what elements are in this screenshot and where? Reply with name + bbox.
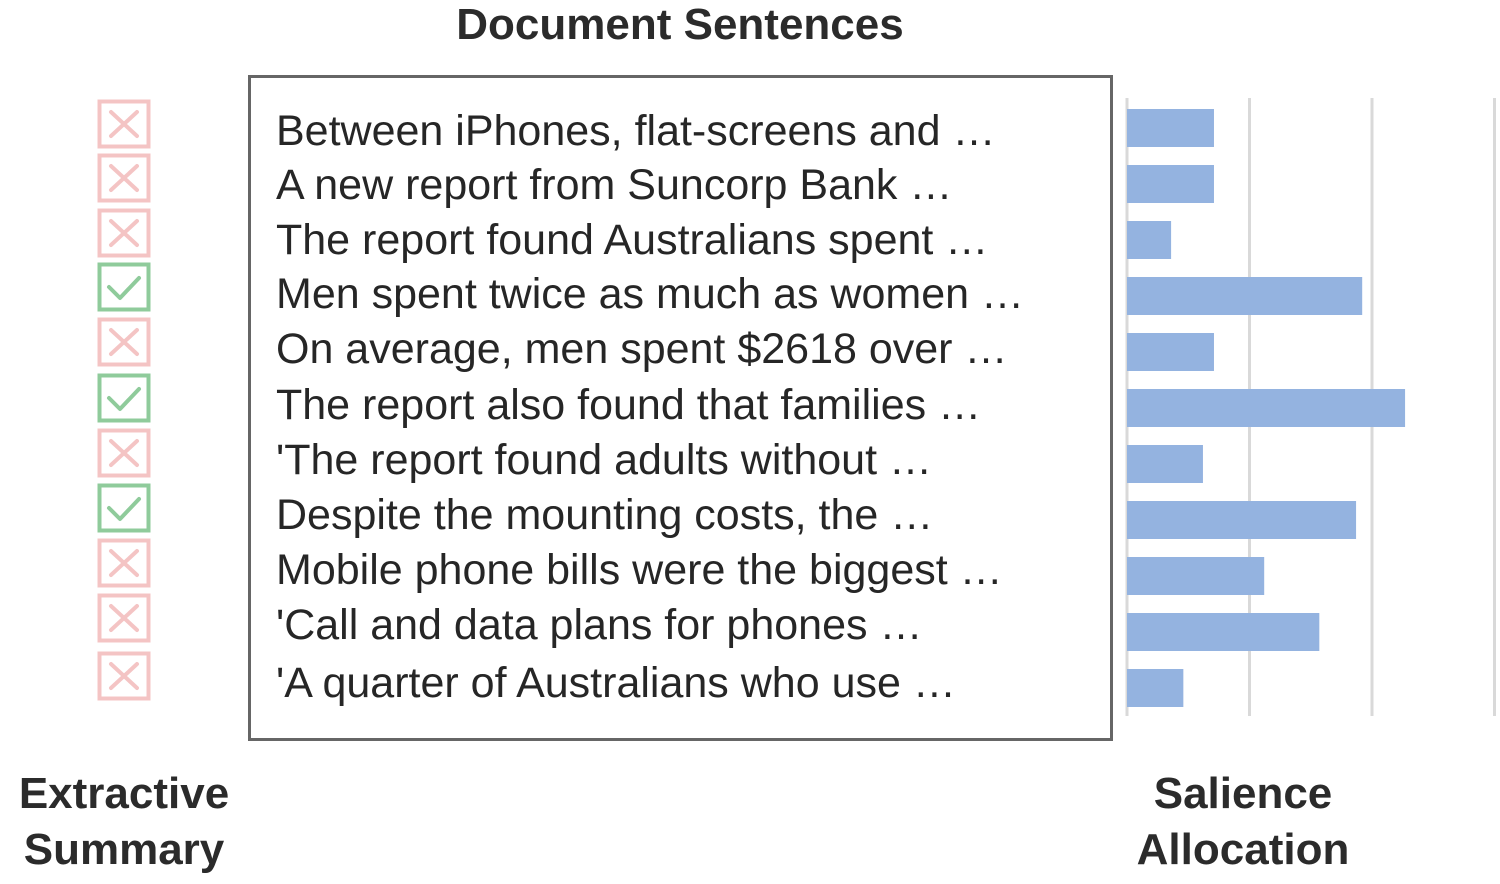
salience-bar-6 — [1127, 389, 1406, 427]
salience-bar-9 — [1127, 557, 1265, 595]
x-icon — [97, 317, 151, 367]
salience-bar-7 — [1127, 445, 1203, 483]
salience-bar-8 — [1127, 501, 1357, 539]
sentence-3: The report found Australians spent … — [276, 216, 989, 264]
salience-allocation-label: Salience Allocation — [1110, 766, 1376, 878]
sentence-5: On average, men spent $2618 over … — [276, 325, 1008, 373]
x-icon — [97, 651, 151, 701]
check-icon — [97, 483, 151, 533]
extractive-summary-label-line-1: Extractive — [18, 769, 230, 818]
sentence-1: Between iPhones, flat-screens and … — [276, 107, 996, 155]
sentence-9: Mobile phone bills were the biggest … — [276, 546, 1003, 594]
salience-bar-11 — [1127, 669, 1184, 707]
salience-bar-10 — [1127, 613, 1320, 651]
sentence-6: The report also found that families … — [276, 381, 982, 429]
salience-allocation-label-line-1: Salience — [1153, 769, 1333, 818]
page-title: Document Sentences — [456, 0, 904, 49]
x-icon — [97, 538, 151, 588]
check-icon — [97, 373, 151, 423]
x-icon — [97, 208, 151, 258]
sentence-11: 'A quarter of Australians who use … — [276, 659, 956, 707]
sentence-7: 'The report found adults without … — [276, 436, 932, 484]
document-box — [248, 75, 1113, 741]
sentence-10: 'Call and data plans for phones … — [276, 601, 923, 649]
salience-allocation-label-line-2: Allocation — [1136, 825, 1350, 874]
x-icon — [97, 153, 151, 203]
salience-bar-4 — [1127, 277, 1363, 315]
x-icon — [97, 428, 151, 478]
sentence-8: Despite the mounting costs, the … — [276, 491, 934, 539]
x-icon — [97, 99, 151, 149]
x-icon — [97, 593, 151, 643]
extractive-summary-label-line-2: Summary — [23, 825, 225, 874]
check-icon — [97, 262, 151, 312]
sentence-4: Men spent twice as much as women … — [276, 270, 1025, 318]
salience-bar-3 — [1127, 221, 1172, 259]
salience-bar-2 — [1127, 165, 1214, 203]
sentence-2: A new report from Suncorp Bank … — [276, 161, 953, 209]
salience-bar-1 — [1127, 109, 1214, 147]
extractive-summary-label: Extractive Summary — [4, 766, 244, 878]
salience-bar-5 — [1127, 333, 1214, 371]
